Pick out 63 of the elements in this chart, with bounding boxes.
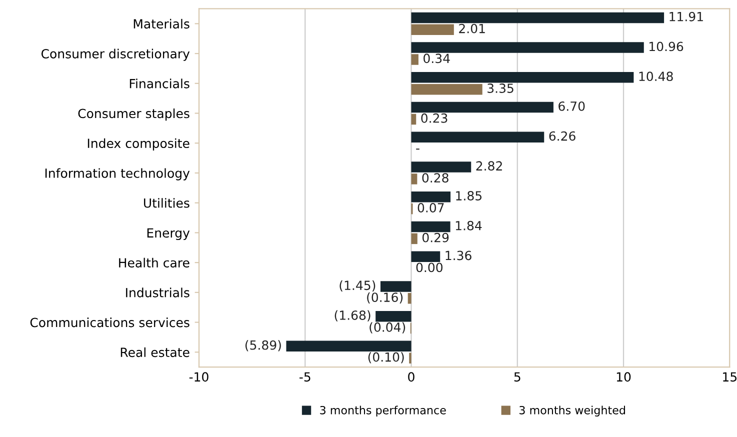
y-tick-label: Index composite: [88, 138, 190, 150]
data-label: (0.10): [368, 352, 404, 364]
y-tick-label: Consumer discretionary: [41, 48, 190, 61]
bar: [411, 233, 418, 244]
data-label: 0.23: [421, 113, 448, 123]
data-label: 2.82: [476, 161, 502, 171]
bar: [380, 281, 412, 292]
bar: [411, 72, 634, 83]
bar: [411, 114, 416, 125]
y-tick-label: Communications services: [30, 318, 190, 328]
bar: [411, 24, 454, 36]
x-tick-label: 5: [514, 372, 520, 382]
data-label: 6.26: [549, 131, 576, 141]
data-label: 0.07: [418, 202, 444, 212]
data-label: (1.45): [340, 280, 376, 292]
y-tick-label: Financials: [130, 78, 190, 88]
data-label: 1.36: [446, 250, 472, 260]
x-tick-label: 15: [723, 372, 736, 382]
bar: [411, 174, 418, 184]
bar: [286, 340, 412, 352]
x-tick-label: 10: [616, 372, 631, 382]
x-tick-label: 0: [408, 372, 414, 382]
data-label: 10.96: [649, 42, 684, 52]
data-label: 11.91: [670, 12, 703, 22]
bar: [411, 221, 450, 232]
bar: [411, 84, 482, 95]
y-tick-label: Consumer staples: [78, 108, 190, 121]
data-label: 0.29: [422, 232, 449, 242]
bar: [408, 293, 412, 304]
x-tick-label: -10: [189, 372, 208, 382]
y-tick-label: Materials: [134, 18, 190, 29]
data-label: (1.68): [334, 310, 370, 322]
data-label: 0.28: [422, 173, 448, 183]
bar: [411, 54, 418, 65]
data-label: 6.70: [558, 101, 585, 111]
data-label: 1.84: [456, 220, 482, 230]
y-tick-label: Utilities: [144, 198, 190, 208]
bar: [411, 251, 440, 262]
data-label: 2.01: [459, 24, 485, 34]
legend-label: 3 months weighted: [520, 406, 625, 416]
bar: [411, 42, 644, 53]
bar: [411, 102, 554, 113]
y-tick-label: Energy: [147, 228, 190, 240]
text: -: [416, 148, 420, 150]
data-label: 3.35: [488, 84, 514, 93]
bar: [411, 12, 664, 24]
y-tick-label: Health care: [119, 258, 190, 268]
data-label: (0.16): [367, 292, 403, 304]
bar: [411, 191, 451, 202]
y-tick-label: Industrials: [126, 288, 190, 298]
bar: [411, 162, 472, 172]
data-label: (0.04): [370, 322, 406, 334]
data-label: (5.89): [245, 340, 281, 352]
bar: [411, 132, 544, 143]
x-tick-label: -5: [300, 372, 310, 382]
data-label: 10.48: [639, 72, 673, 82]
data-label: 1.85: [456, 191, 482, 200]
data-label: 0.34: [424, 54, 450, 64]
bar: [376, 310, 412, 322]
y-tick-label: Information technology: [45, 168, 190, 180]
data-label: 0.00: [416, 262, 442, 272]
legend-label: 3 months performance: [320, 406, 446, 416]
y-tick-label: Real estate: [120, 347, 190, 358]
